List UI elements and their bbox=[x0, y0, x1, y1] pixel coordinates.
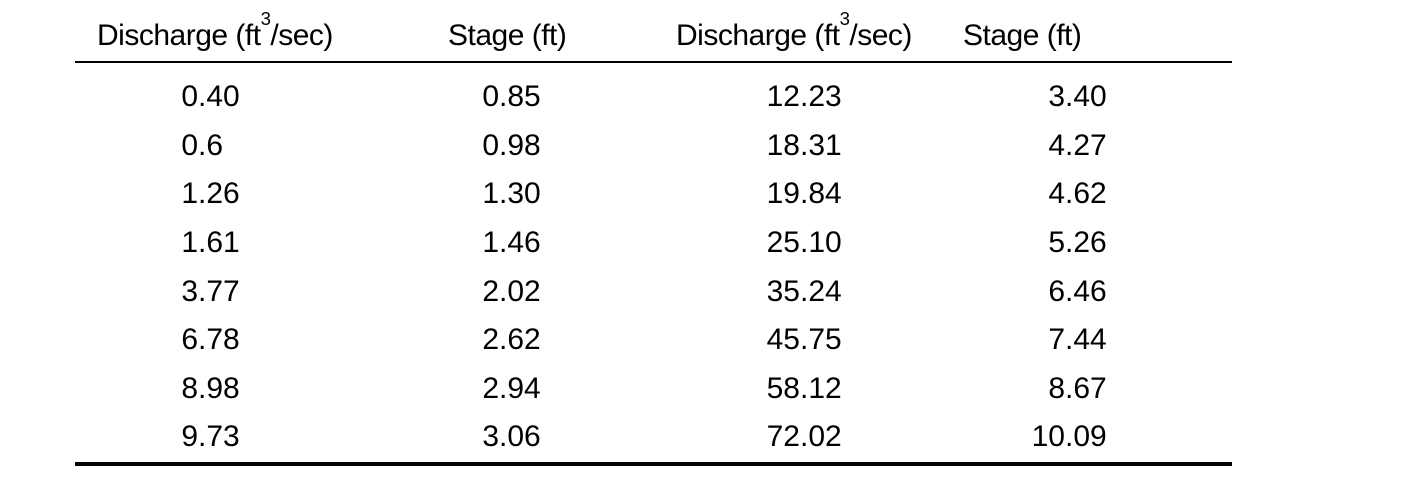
table-row: 1.61 1.46 25.10 5.26 bbox=[75, 219, 1232, 268]
table-cell: 12.23 bbox=[640, 82, 940, 112]
table-cell: 5.26 bbox=[940, 228, 1232, 258]
table-cell: 3.77 bbox=[75, 274, 390, 308]
column-header-stage-left: Stage (ft) bbox=[390, 18, 640, 52]
table-cell: 58.12 bbox=[640, 371, 940, 405]
table-cell: 6.78 bbox=[75, 325, 390, 355]
table-cell: 0.6 bbox=[75, 128, 390, 162]
cell-value: 0.40 bbox=[181, 80, 240, 114]
table-cell: 2.94 bbox=[390, 371, 640, 405]
cell-value: 25.10 bbox=[766, 226, 842, 260]
table-cell: 2.02 bbox=[390, 274, 640, 308]
table-cell: 6.46 bbox=[940, 274, 1232, 308]
table-cell: 0.98 bbox=[390, 128, 640, 162]
column-header-stage-right: Stage (ft) bbox=[940, 18, 1232, 52]
table-cell: 1.61 bbox=[75, 228, 390, 258]
cell-value: 8.67 bbox=[1048, 371, 1107, 405]
table-row: 0.40 0.85 12.23 3.40 bbox=[75, 73, 1232, 122]
table-cell: 0.85 bbox=[390, 82, 640, 112]
table-cell: 18.31 bbox=[640, 128, 940, 162]
cell-value: 3.06 bbox=[482, 420, 541, 454]
cell-value: 4.27 bbox=[1048, 128, 1107, 162]
table-header-row: Discharge (ft3/sec) Stage (ft) Discharge… bbox=[75, 0, 1232, 63]
table-row: 9.73 3.06 72.02 10.09 bbox=[75, 413, 1232, 462]
cell-value: 0.6 bbox=[181, 128, 224, 162]
superscript-3: 3 bbox=[839, 8, 850, 30]
header-text: /sec) bbox=[270, 18, 333, 52]
table-cell: 10.09 bbox=[940, 422, 1232, 452]
table-row: 6.78 2.62 45.75 7.44 bbox=[75, 316, 1232, 365]
cell-value: 0.85 bbox=[482, 80, 541, 114]
table-cell: 9.73 bbox=[75, 422, 390, 452]
table-row: 3.77 2.02 35.24 6.46 bbox=[75, 267, 1232, 316]
table-cell: 45.75 bbox=[640, 325, 940, 355]
table-row: 8.98 2.94 58.12 8.67 bbox=[75, 365, 1232, 414]
cell-value: 58.12 bbox=[766, 371, 842, 405]
cell-value: 4.62 bbox=[1048, 177, 1107, 211]
cell-value: 18.31 bbox=[766, 128, 842, 162]
cell-value: 2.02 bbox=[482, 274, 541, 308]
cell-value: 9.73 bbox=[181, 420, 240, 454]
cell-value: 1.26 bbox=[181, 177, 240, 211]
cell-value: 35.24 bbox=[766, 274, 842, 308]
table-cell: 4.27 bbox=[940, 128, 1232, 162]
cell-value: 3.77 bbox=[181, 274, 240, 308]
cell-value: 6.46 bbox=[1048, 274, 1107, 308]
table-cell: 0.40 bbox=[75, 82, 390, 112]
table-cell: 2.62 bbox=[390, 325, 640, 355]
table-cell: 8.98 bbox=[75, 371, 390, 405]
cell-value: 12.23 bbox=[766, 80, 842, 114]
superscript-3: 3 bbox=[260, 8, 271, 30]
header-text: Stage (ft) bbox=[963, 18, 1082, 52]
header-text: Discharge (ft bbox=[676, 18, 840, 52]
table-cell: 25.10 bbox=[640, 228, 940, 258]
table-body: 0.40 0.85 12.23 3.40 0.6 0.98 18.31 4.27 1.26 1.3… bbox=[75, 63, 1232, 466]
cell-value: 1.61 bbox=[181, 226, 240, 260]
table-cell: 1.46 bbox=[390, 228, 640, 258]
table-cell: 3.40 bbox=[940, 82, 1232, 112]
table-cell: 1.26 bbox=[75, 179, 390, 209]
cell-value: 0.98 bbox=[482, 128, 541, 162]
table-cell: 7.44 bbox=[940, 325, 1232, 355]
cell-value: 2.62 bbox=[482, 323, 541, 357]
cell-value: 10.09 bbox=[1031, 420, 1107, 454]
stage-discharge-table: Discharge (ft3/sec) Stage (ft) Discharge… bbox=[75, 0, 1232, 466]
table-cell: 4.62 bbox=[940, 179, 1232, 209]
cell-value: 8.98 bbox=[181, 371, 240, 405]
column-header-discharge-right: Discharge (ft3/sec) bbox=[640, 9, 940, 52]
cell-value: 45.75 bbox=[766, 323, 842, 357]
header-text: /sec) bbox=[849, 18, 912, 52]
table-row: 1.26 1.30 19.84 4.62 bbox=[75, 170, 1232, 219]
table-cell: 1.30 bbox=[390, 179, 640, 209]
header-text: Discharge (ft bbox=[97, 18, 261, 52]
table-cell: 35.24 bbox=[640, 274, 940, 308]
table-cell: 3.06 bbox=[390, 422, 640, 452]
cell-value: 1.46 bbox=[482, 226, 541, 260]
table-cell: 72.02 bbox=[640, 422, 940, 452]
cell-value: 1.30 bbox=[482, 177, 541, 211]
header-text: Stage (ft) bbox=[448, 18, 567, 52]
table-cell: 19.84 bbox=[640, 179, 940, 209]
column-header-discharge-left: Discharge (ft3/sec) bbox=[75, 9, 390, 52]
cell-value: 7.44 bbox=[1048, 323, 1107, 357]
cell-value: 72.02 bbox=[766, 420, 842, 454]
cell-value: 2.94 bbox=[482, 371, 541, 405]
cell-value: 5.26 bbox=[1048, 226, 1107, 260]
table-cell: 8.67 bbox=[940, 371, 1232, 405]
cell-value: 6.78 bbox=[181, 323, 240, 357]
cell-value: 19.84 bbox=[766, 177, 842, 211]
table-row: 0.6 0.98 18.31 4.27 bbox=[75, 122, 1232, 171]
cell-value: 3.40 bbox=[1048, 80, 1107, 114]
